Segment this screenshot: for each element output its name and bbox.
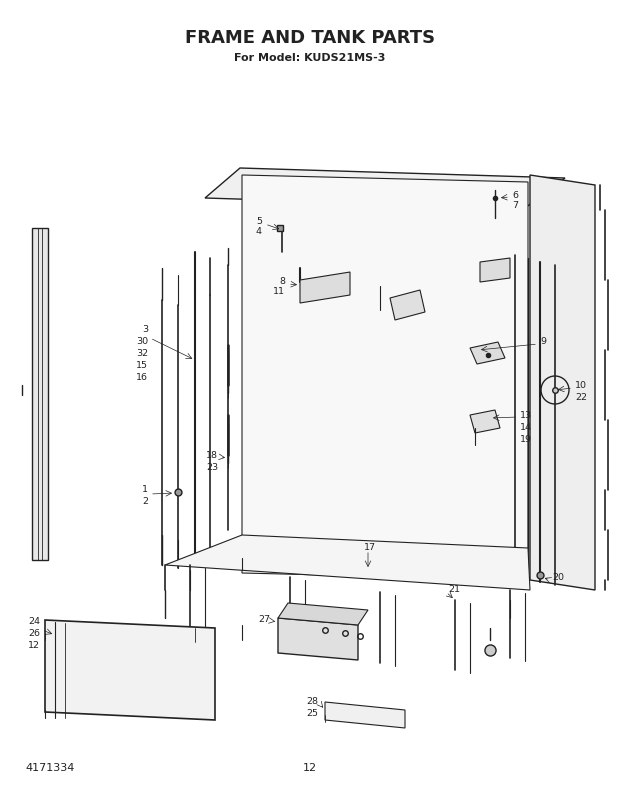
Text: FRAME AND TANK PARTS: FRAME AND TANK PARTS	[185, 29, 435, 47]
Polygon shape	[480, 258, 510, 282]
Text: 21: 21	[448, 585, 460, 595]
Text: 1: 1	[142, 486, 148, 495]
Text: For Model: KUDS21MS-3: For Model: KUDS21MS-3	[234, 53, 386, 63]
Text: 13: 13	[520, 411, 532, 419]
Text: 28: 28	[306, 698, 318, 706]
Polygon shape	[242, 175, 528, 580]
Polygon shape	[390, 290, 425, 320]
Text: 23: 23	[206, 462, 218, 472]
Text: 5: 5	[256, 217, 262, 227]
Text: 20: 20	[552, 574, 564, 582]
Polygon shape	[278, 618, 358, 660]
Polygon shape	[278, 603, 368, 625]
Text: 22: 22	[575, 393, 587, 401]
Text: 24: 24	[28, 618, 40, 626]
Text: 6: 6	[512, 190, 518, 200]
Polygon shape	[530, 175, 595, 590]
Text: 4171334: 4171334	[25, 763, 74, 773]
Polygon shape	[325, 702, 405, 728]
Text: 3: 3	[142, 325, 148, 334]
Text: 2: 2	[142, 498, 148, 506]
Text: 14: 14	[520, 423, 532, 431]
Polygon shape	[45, 620, 215, 720]
Text: 11: 11	[273, 288, 285, 296]
Text: 4: 4	[256, 228, 262, 236]
Text: 32: 32	[136, 349, 148, 359]
Text: 10: 10	[575, 381, 587, 389]
Text: 8: 8	[279, 277, 285, 287]
Text: 30: 30	[136, 337, 148, 347]
Polygon shape	[470, 410, 500, 433]
Text: 12: 12	[28, 641, 40, 650]
Text: 9: 9	[540, 337, 546, 347]
Text: 19: 19	[520, 435, 532, 443]
Text: 12: 12	[303, 763, 317, 773]
Text: 15: 15	[136, 362, 148, 371]
Text: 18: 18	[206, 450, 218, 460]
Polygon shape	[470, 342, 505, 364]
Text: 27: 27	[258, 615, 270, 625]
Text: 26: 26	[28, 630, 40, 638]
Text: 16: 16	[136, 374, 148, 382]
Polygon shape	[205, 168, 565, 208]
Polygon shape	[300, 272, 350, 303]
Text: eReplacementParts.com: eReplacementParts.com	[250, 425, 370, 435]
Polygon shape	[165, 535, 530, 590]
Polygon shape	[32, 228, 48, 560]
Text: 7: 7	[512, 201, 518, 209]
Text: 17: 17	[364, 544, 376, 552]
Text: 25: 25	[306, 709, 318, 718]
